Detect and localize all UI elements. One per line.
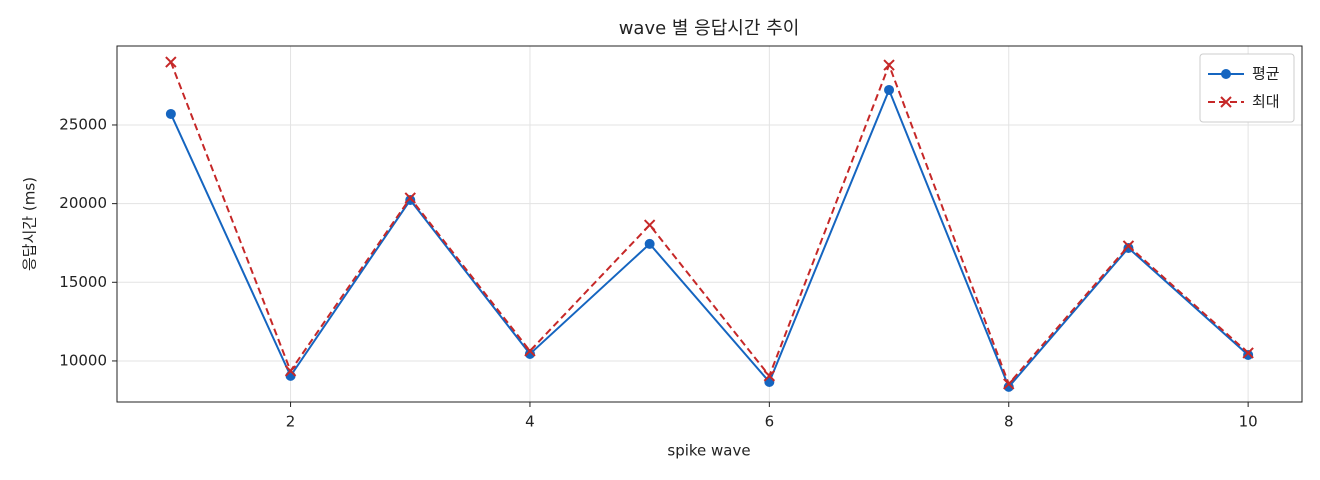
marker xyxy=(763,370,776,382)
chart-title: wave 별 응답시간 추이 xyxy=(619,18,800,39)
marker xyxy=(524,345,536,357)
marker xyxy=(643,219,656,231)
x-tick-label: 6 xyxy=(765,413,775,431)
marker xyxy=(1123,242,1134,253)
marker xyxy=(165,108,176,119)
x-tick-label: 8 xyxy=(1004,413,1014,431)
x-axis-label: spike wave xyxy=(667,442,750,460)
marker xyxy=(405,195,416,206)
marker xyxy=(1243,349,1254,360)
marker xyxy=(644,238,655,249)
legend-label: 평균 xyxy=(1252,65,1280,83)
marker xyxy=(883,59,895,71)
legend-label: 최대 xyxy=(1252,93,1280,111)
marker xyxy=(1122,240,1135,252)
legend-marker xyxy=(1220,96,1232,108)
series-line xyxy=(169,87,1249,389)
marker xyxy=(1003,381,1014,392)
y-tick-label: 25000 xyxy=(59,115,107,133)
y-tick-label: 20000 xyxy=(59,194,107,212)
marker xyxy=(165,56,177,68)
x-tick-label: 4 xyxy=(525,413,535,431)
marker xyxy=(524,348,535,359)
marker xyxy=(884,84,895,95)
marker xyxy=(1242,347,1254,359)
y-axis-label: 응답시간 (ms) xyxy=(21,177,39,271)
legend-box xyxy=(1199,53,1295,123)
legend-marker xyxy=(1221,69,1231,79)
marker xyxy=(284,365,297,377)
marker xyxy=(1003,378,1015,390)
x-tick-label: 2 xyxy=(286,413,296,431)
y-tick-label: 10000 xyxy=(59,351,107,369)
series-line xyxy=(169,61,1249,386)
marker xyxy=(404,192,416,204)
x-tick-label: 10 xyxy=(1239,413,1258,431)
plot-frame xyxy=(116,45,1303,403)
y-tick-label: 15000 xyxy=(59,273,107,291)
